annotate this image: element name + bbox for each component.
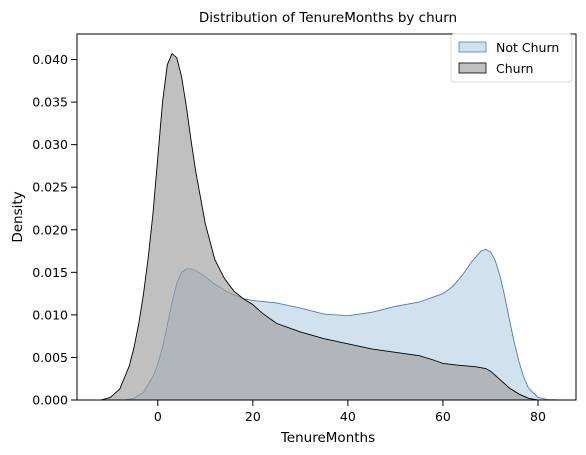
y-axis-label: Density: [10, 191, 26, 242]
series-area-churn: [100, 53, 538, 400]
x-tick-label: 40: [340, 409, 356, 424]
y-tick-label: 0.010: [32, 307, 68, 322]
y-tick-label: 0.015: [32, 265, 68, 280]
x-tick-label: 0: [154, 409, 162, 424]
legend: Not Churn Churn: [450, 33, 573, 83]
axes: 0 20 40 60 80 0.000 0.005 0.010 0.015 0.020 0.025 0…: [32, 33, 577, 424]
y-tick-label: 0.005: [32, 350, 68, 365]
x-axis-label: TenureMonths: [280, 430, 375, 446]
y-tick-label: 0.040: [32, 52, 68, 67]
series-line-churn: [100, 52, 539, 401]
y-tick-label: 0.025: [32, 180, 68, 195]
legend-swatch-not-churn: [458, 41, 487, 53]
y-tick-label: 0.030: [32, 137, 68, 152]
legend-label-churn: Churn: [496, 61, 533, 76]
y-tick-label: 0.000: [32, 393, 68, 408]
chart-title: Distribution of TenureMonths by churn: [199, 10, 457, 26]
x-tick-label: 20: [245, 409, 261, 424]
plot-frame: [76, 33, 577, 401]
y-tick-label: 0.035: [32, 95, 68, 110]
x-tick-label: 80: [530, 409, 546, 424]
plot-area: [100, 52, 562, 401]
x-tick-label: 60: [435, 409, 451, 424]
legend-label-not-churn: Not Churn: [496, 40, 559, 55]
legend-swatch-churn: [458, 62, 487, 74]
y-tick-label: 0.020: [32, 222, 68, 237]
